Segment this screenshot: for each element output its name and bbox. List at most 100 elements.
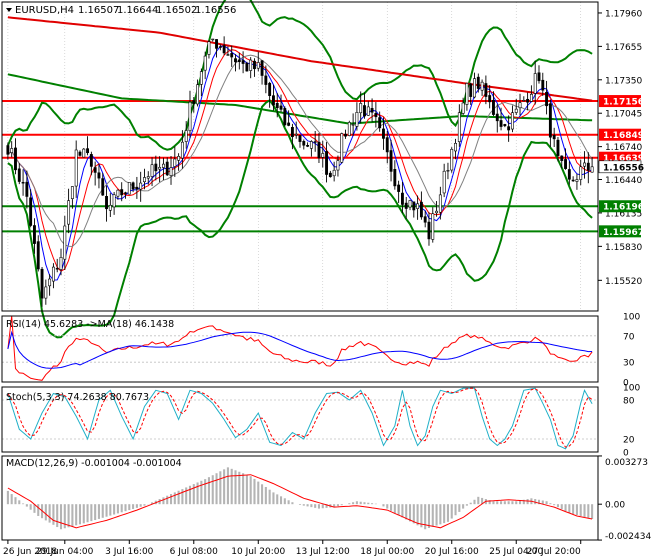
candle-body-bull xyxy=(108,204,112,211)
candle-body-bear xyxy=(21,182,25,184)
candle-body-bull xyxy=(518,102,522,109)
stochastic-pane[interactable]: 100 80 20 0 Stoch(5,3,3) 74.2638 80.7673 xyxy=(2,384,640,459)
stochastic-tick-label: 80 xyxy=(623,397,635,407)
candle-body-bear xyxy=(36,241,40,270)
candle-body-bull xyxy=(211,38,215,41)
candle-body-bear xyxy=(260,60,264,76)
candle-body-bear xyxy=(154,163,158,172)
candle-body-bull xyxy=(161,163,165,168)
candle-body-bear xyxy=(564,159,567,169)
candle-body-bull xyxy=(473,78,476,98)
candle-body-bull xyxy=(351,124,355,126)
candle-body-bear xyxy=(222,45,226,54)
level-label-resistance: 1.16849 xyxy=(603,131,644,141)
candle-body-bear xyxy=(14,147,17,171)
candle-body-bear xyxy=(382,128,385,139)
candle-body-bull xyxy=(321,153,325,158)
sma200-line xyxy=(7,16,593,102)
stochastic-tick-label: 0 xyxy=(623,449,629,459)
candle-body-bull xyxy=(139,182,143,190)
candle-body-bull xyxy=(158,166,162,170)
time-tick-label: 27 Jul 20:00 xyxy=(527,547,581,557)
ma-5-line xyxy=(7,45,593,281)
candle-body-bear xyxy=(427,221,431,240)
rsi-pane[interactable]: 100 70 30 0 RSI(14) 45.6283 ->MA(18) 46.143… xyxy=(2,313,640,389)
candle-body-bull xyxy=(522,99,526,102)
candle-body-bear xyxy=(165,161,169,176)
candle-body-bull xyxy=(454,142,457,152)
candle-body-bull xyxy=(70,186,74,199)
time-tick-label: 29 Jun 04:00 xyxy=(36,547,93,557)
candle-body-bull xyxy=(44,286,48,299)
stochastic-tick-label: 100 xyxy=(623,384,640,394)
candle-body-bull xyxy=(590,166,594,173)
candle-body-bull xyxy=(188,101,192,132)
price-axis-labels: 1.17960 1.17655 1.17350 1.17045 1.16740 1.164… xyxy=(598,9,642,287)
moving-averages xyxy=(7,16,593,281)
candle-body-bull xyxy=(256,62,260,69)
bollinger-upper-line xyxy=(6,0,593,151)
candle-body-bull xyxy=(465,83,469,105)
candle-body-bear xyxy=(131,182,135,190)
candle-body-bear xyxy=(328,172,332,178)
rsi-lines xyxy=(7,315,593,381)
rsi-tick-label: 30 xyxy=(623,359,635,369)
candle-body-bull xyxy=(529,94,533,102)
candle-body-bear xyxy=(419,201,423,218)
candle-body-bull xyxy=(583,162,586,167)
candle-body-bull xyxy=(446,170,450,172)
candle-body-bear xyxy=(412,201,416,211)
candle-body-bull xyxy=(199,71,203,85)
candle-body-bull xyxy=(173,158,177,167)
candle-body-bull xyxy=(180,141,184,159)
candlesticks xyxy=(6,36,594,307)
candle-body-bull xyxy=(112,194,116,208)
macd-signal-line xyxy=(7,474,593,529)
open-value: 1.16507 xyxy=(78,5,119,16)
level-label-current: 1.16556 xyxy=(603,163,644,173)
candle-body-bear xyxy=(298,135,302,142)
level-badge-resistance xyxy=(599,95,641,108)
stochastic-title: Stoch(5,3,3) 74.2638 80.7673 xyxy=(6,392,149,403)
candle-body-bull xyxy=(184,130,188,142)
candle-body-bull xyxy=(127,182,131,195)
candle-body-bear xyxy=(234,58,237,63)
candle-body-bear xyxy=(264,75,268,85)
level-label-resistance: 1.17156 xyxy=(603,98,644,108)
price-tick-label: 1.16440 xyxy=(605,176,642,186)
candle-body-bear xyxy=(55,268,59,270)
price-tick-label: 1.17655 xyxy=(605,43,642,53)
price-tick-label: 1.15520 xyxy=(605,277,642,287)
price-tick-label: 1.17960 xyxy=(605,9,642,19)
candle-body-bear xyxy=(393,169,397,187)
candle-body-bull xyxy=(347,122,351,136)
rsi-title: RSI(14) 45.6283 ->MA(18) 46.1438 xyxy=(6,319,174,330)
time-tick-label: 3 Jul 16:00 xyxy=(105,547,154,557)
rsi-tick-label: 0 xyxy=(623,379,629,389)
candle-body-bull xyxy=(336,160,340,171)
candle-body-bear xyxy=(29,197,33,226)
candle-body-bear xyxy=(325,151,328,175)
candle-body-bear xyxy=(93,167,97,173)
candle-body-bull xyxy=(480,81,484,91)
sma50-line xyxy=(7,73,593,125)
stochastic-tick-label: 20 xyxy=(623,436,635,446)
candle-body-bull xyxy=(63,225,67,260)
level-badge-resistance xyxy=(599,128,641,141)
candle-body-bear xyxy=(503,124,507,127)
candle-body-bull xyxy=(150,164,154,177)
candle-body-bear xyxy=(237,59,241,63)
price-tick-label: 1.16740 xyxy=(605,143,642,153)
candle-body-bear xyxy=(241,60,245,64)
candle-body-bear xyxy=(548,103,552,138)
bollinger-lower-line xyxy=(7,98,593,339)
macd-pane[interactable]: 0.003273 0.00 -0.002434 MACD(12,26,9) -0.0… xyxy=(6,455,651,542)
candle-body-bear xyxy=(363,105,366,117)
candle-body-bear xyxy=(218,46,222,48)
price-pane[interactable]: 1.17960 1.17655 1.17350 1.17045 1.16740 1.164… xyxy=(2,0,644,339)
level-label-resistance: 1.16639 xyxy=(603,154,644,164)
dropdown-triangle-icon[interactable] xyxy=(6,8,12,12)
